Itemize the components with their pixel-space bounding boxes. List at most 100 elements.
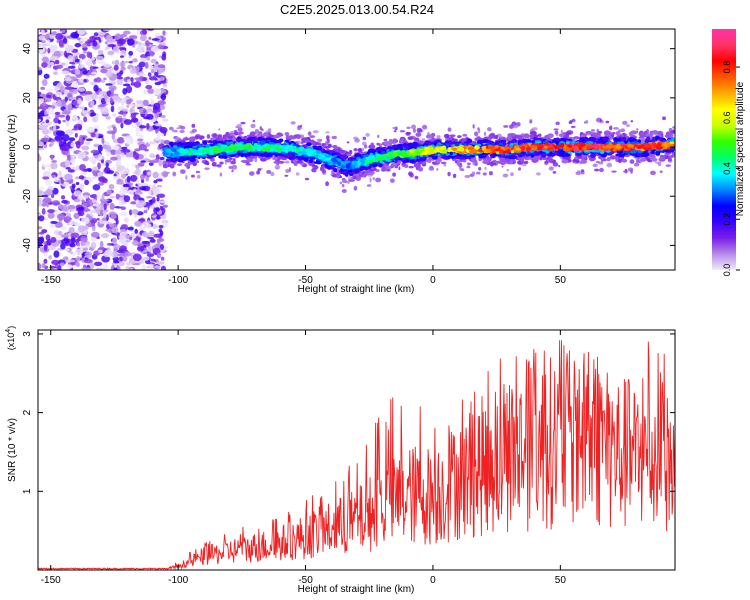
heatmap-cell [121,146,128,150]
heatmap-cell [103,203,107,211]
heatmap-cell [45,178,53,186]
heatmap-cell [284,174,289,177]
heatmap-cell [366,184,372,187]
heatmap-cell [283,154,291,159]
heatmap-cell [523,160,529,164]
heatmap-cell [111,226,119,234]
heatmap-cell [88,199,93,202]
heatmap-cell [327,143,332,148]
heatmap-cell [236,123,242,128]
heatmap-cell [212,133,217,138]
heatmap-cell [60,195,66,200]
heatmap-cell [655,136,661,140]
heatmap-cell [457,135,462,139]
heatmap-cell [130,201,137,205]
heatmap-cell [162,30,166,36]
heatmap-cell [38,186,45,191]
heatmap-cell [133,188,137,192]
heatmap-cell [126,176,131,183]
heatmap-cell [136,178,140,185]
heatmap-cell [501,165,504,168]
heatmap-cell [161,219,169,224]
heatmap-cell [137,183,144,187]
heatmap-cell [106,144,112,152]
heatmap-cell [76,206,86,211]
heatmap-cell [156,184,162,188]
heatmap-cell [402,160,407,164]
heatmap-cell [507,136,513,140]
heatmap-cell [412,128,416,133]
heatmap-cell [38,66,42,71]
heatmap-cell [630,130,638,135]
heatmap-cell [44,33,50,40]
heatmap-cell [103,77,107,81]
heatmap-cell [65,159,70,166]
heatmap-cell [60,62,66,66]
heatmap-cell [450,138,459,142]
heatmap-cell [118,256,124,262]
heatmap-cell [118,234,126,240]
heatmap-cell [436,135,441,139]
heatmap-cell [141,231,150,238]
heatmap-cell [138,144,147,151]
heatmap-cell [474,131,479,137]
heatmap-cell [185,137,189,141]
heatmap-cell [249,171,255,176]
heatmap-cell [74,248,84,255]
heatmap-cell [111,87,115,95]
heatmap-cell [288,167,291,173]
heatmap-cell [75,141,81,149]
heatmap-cell [47,209,55,214]
heatmap-cell [415,132,422,137]
heatmap-cell [399,129,406,133]
heatmap-cell [78,175,85,180]
heatmap-cell [403,164,409,168]
heatmap-cell [130,113,137,119]
heatmap-cell [94,36,101,41]
heatmap-cell [372,177,375,181]
heatmap-cell [139,133,144,140]
heatmap-cell [570,125,576,128]
heatmap-cell [48,143,53,148]
heatmap-cell [580,169,585,173]
heatmap-cell [118,199,123,208]
heatmap-cell [131,209,139,215]
heatmap-cell [262,132,270,137]
heatmap-cell [300,137,307,142]
heatmap-cell [471,159,478,163]
heatmap-cell [375,177,382,183]
heatmap-cell [422,124,428,130]
heatmap-cell [405,132,411,136]
heatmap-cell [79,58,83,65]
heatmap-cell [112,260,120,264]
heatmap-cell [97,171,104,176]
heatmap-cell [61,98,66,107]
heatmap-cell [239,138,246,142]
heatmap-cell [156,241,161,248]
heatmap-cell [510,172,514,176]
heatmap-cell [49,108,55,116]
heatmap-cell [111,95,120,101]
heatmap-cell [42,170,52,179]
heatmap-cell [107,43,117,48]
heatmap-cell [134,228,138,234]
heatmap-cell [375,169,380,173]
heatmap-cell [112,244,121,249]
heatmap-cell [43,258,48,264]
heatmap-cell [231,164,238,170]
heatmap-cell [639,157,647,162]
heatmap-cell [297,156,305,161]
heatmap-cell [219,155,226,159]
heatmap-cell [82,225,89,231]
heatmap-cell [421,161,427,165]
heatmap-cell [341,177,346,181]
heatmap-cell [50,236,57,243]
heatmap-cell [160,256,165,261]
heatmap-cell [207,139,213,144]
heatmap-cell [67,205,76,210]
heatmap-cell [650,150,656,154]
heatmap-cell [113,64,119,71]
heatmap-cell [130,174,138,182]
heatmap-cell [116,182,125,185]
